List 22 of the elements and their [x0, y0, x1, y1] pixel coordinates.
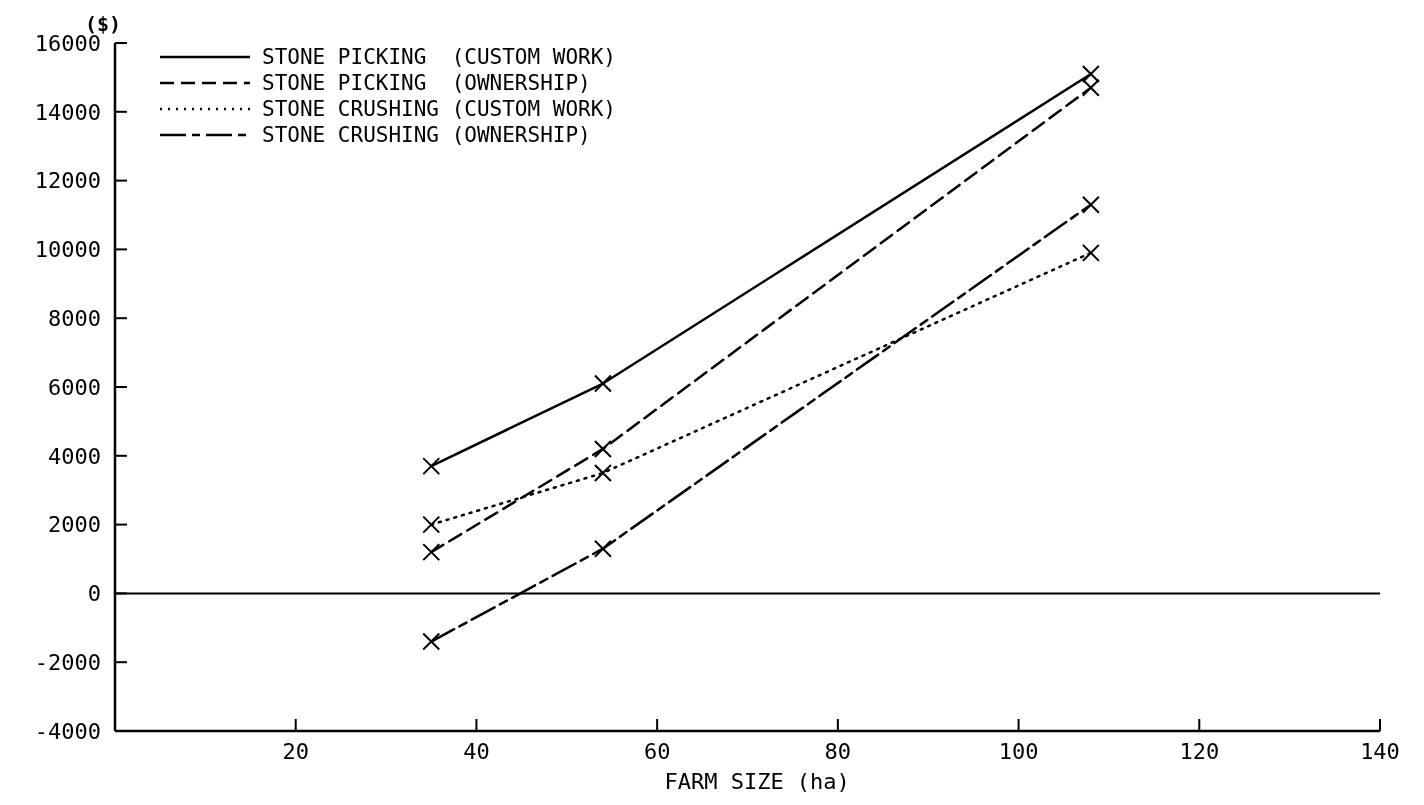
y-tick-label: -4000 — [34, 718, 101, 744]
x-tick-label: 120 — [1179, 739, 1220, 764]
x-tick-label: 80 — [824, 739, 852, 764]
x-axis-title: FARM SIZE (ha) — [664, 769, 850, 794]
x-tick-label: 100 — [998, 739, 1039, 764]
y-tick-label: 14000 — [34, 99, 101, 125]
x-tick-label: 20 — [282, 739, 309, 764]
y-tick-label: -2000 — [34, 649, 101, 675]
y-tick-label: 0 — [87, 581, 101, 607]
x-tick-label: 140 — [1360, 739, 1400, 764]
legend-label: STONE CRUSHING (OWNERSHIP) — [262, 123, 591, 148]
y-tick-label: 10000 — [34, 237, 101, 263]
y-tick-label: 6000 — [48, 374, 101, 400]
y-tick-label: 12000 — [34, 168, 101, 194]
legend-label: STONE PICKING (OWNERSHIP) — [262, 71, 591, 96]
y-tick-label: 2000 — [48, 512, 101, 538]
legend-label: STONE CRUSHING (CUSTOM WORK) — [262, 97, 617, 122]
x-tick-label: 60 — [643, 739, 671, 764]
y-tick-label: 8000 — [48, 305, 101, 331]
x-tick-label: 40 — [463, 739, 490, 764]
legend-label: STONE PICKING (CUSTOM WORK) — [262, 45, 617, 70]
y-tick-label: 4000 — [48, 443, 101, 469]
